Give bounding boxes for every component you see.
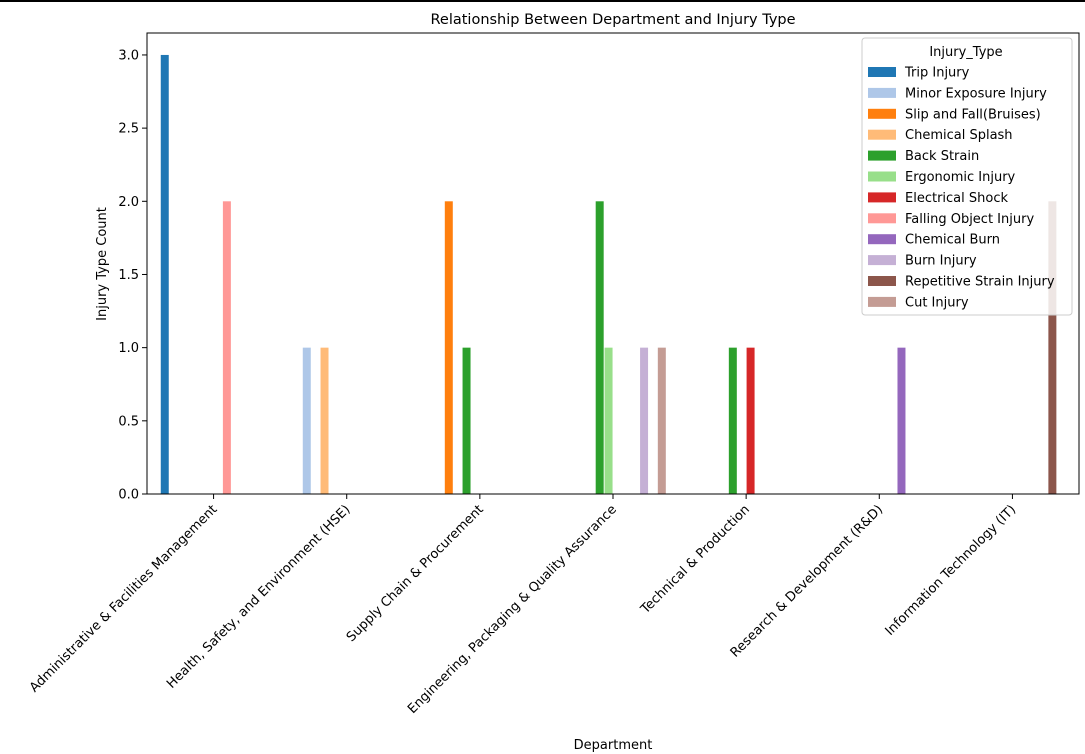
y-tick-label: 0.0	[118, 488, 139, 503]
legend-label: Ergonomic Injury	[905, 170, 1016, 185]
legend-swatch	[868, 213, 896, 224]
bar	[444, 201, 453, 495]
legend-swatch	[868, 87, 896, 98]
bar	[640, 347, 649, 494]
legend-swatch	[868, 255, 896, 266]
legend-title: Injury_Type	[929, 45, 1002, 60]
chart-title: Relationship Between Department and Inju…	[430, 12, 795, 28]
legend-label: Burn Injury	[905, 254, 977, 269]
y-tick-label: 2.0	[118, 195, 139, 210]
y-tick-label: 0.5	[118, 414, 139, 429]
legend-swatch	[868, 150, 896, 161]
bar	[462, 347, 471, 494]
legend-swatch	[868, 276, 896, 286]
legend: Injury_Type Trip Injury Minor Exposure In…	[861, 37, 1073, 316]
bar	[160, 54, 169, 494]
legend-swatch	[868, 234, 896, 245]
y-tick-label: 1.5	[118, 268, 139, 283]
x-tick-label: Technical & Production	[637, 502, 752, 617]
x-tick-label: Information Technology (IT)	[883, 502, 1020, 639]
legend-swatch	[868, 108, 896, 119]
x-tick-label: Engineering, Packaging & Quality Assuran…	[405, 502, 620, 717]
legend-swatch	[868, 192, 896, 203]
legend-label: Back Strain	[905, 149, 979, 164]
legend-label: Chemical Splash	[905, 128, 1013, 143]
bar	[320, 347, 329, 494]
legend-label: Minor Exposure Injury	[905, 86, 1047, 101]
legend-label: Electrical Shock	[905, 191, 1008, 206]
y-tick-label: 3.0	[118, 48, 139, 63]
top-border	[0, 0, 1085, 2]
y-tick-label: 2.5	[118, 122, 139, 137]
legend-label: Falling Object Injury	[905, 212, 1034, 227]
bars-layer	[160, 54, 1057, 495]
legend-label: Trip Injury	[904, 66, 970, 81]
bar	[1048, 201, 1057, 495]
x-tick-label: Research & Development (R&D)	[728, 502, 886, 660]
x-axis-label: Department	[574, 738, 653, 753]
legend-swatch	[868, 129, 896, 140]
legend-swatch	[868, 296, 896, 307]
legend-label: Chemical Burn	[905, 233, 1000, 248]
legend-label: Cut Injury	[905, 295, 969, 310]
bar	[657, 347, 666, 494]
y-axis-label: Injury Type Count	[95, 207, 110, 321]
legend-label: Slip and Fall(Bruises)	[905, 107, 1041, 122]
y-axis: 0.0 0.5 1.0 1.5 2.0 2.5 3.0	[118, 48, 147, 503]
bar	[746, 347, 755, 494]
bar	[897, 347, 906, 494]
bar	[222, 201, 231, 495]
y-tick-label: 1.0	[118, 341, 139, 356]
x-tick-label: Supply Chain & Procurement	[344, 502, 487, 645]
bar	[595, 201, 604, 495]
bar	[728, 347, 737, 494]
legend-swatch	[868, 171, 896, 182]
legend-label: Repetitive Strain Injury	[905, 275, 1055, 290]
legend-frame	[861, 37, 1073, 316]
legend-swatch	[868, 67, 896, 77]
bar	[302, 347, 311, 494]
bar	[604, 347, 613, 494]
legend-items: Trip Injury Minor Exposure Injury Slip and…	[868, 66, 1055, 310]
x-axis: Administrative & Facilities ManagementHe…	[27, 494, 1019, 717]
